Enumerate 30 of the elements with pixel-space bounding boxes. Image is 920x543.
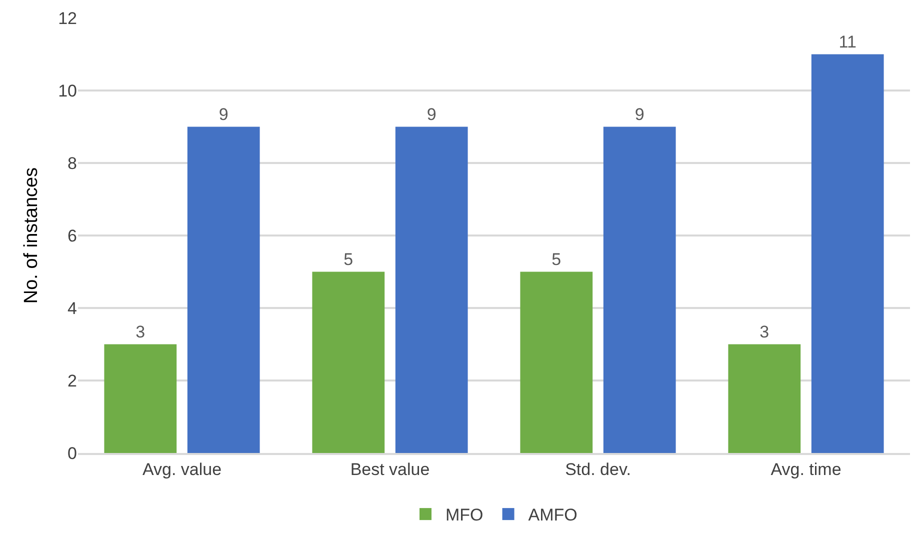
- data-label: 5: [344, 250, 354, 269]
- x-tick-label: Avg. value: [142, 460, 222, 480]
- x-tick-label: Avg. time: [770, 460, 842, 480]
- y-tick-label: 8: [68, 154, 77, 173]
- data-label: 3: [760, 322, 770, 342]
- y-tick-label: 10: [58, 81, 77, 100]
- data-label: 11: [838, 32, 856, 52]
- data-label: 3: [136, 322, 146, 342]
- bar: [728, 344, 801, 453]
- bar: [395, 126, 468, 453]
- bar: [187, 126, 260, 453]
- x-tick-label: Best value: [350, 460, 430, 480]
- bar: [312, 272, 385, 453]
- data-label: 9: [634, 104, 644, 124]
- bar: [811, 54, 884, 453]
- y-tick-label: 6: [68, 226, 77, 246]
- y-tick-label: 12: [58, 8, 77, 28]
- bar: [603, 126, 676, 453]
- data-label: 9: [426, 104, 436, 124]
- y-tick-label: 4: [68, 298, 77, 318]
- legend-label: AMFO: [528, 506, 578, 525]
- y-tick-label: 2: [68, 371, 77, 390]
- x-tick-label: Std. dev.: [565, 460, 631, 480]
- data-label: 5: [552, 250, 562, 269]
- y-tick-label: 0: [68, 444, 77, 463]
- bar: [104, 344, 177, 453]
- data-label: 9: [218, 104, 228, 124]
- bar: [520, 272, 593, 453]
- y-axis-title: No. of instances: [20, 167, 42, 304]
- legend-label: MFO: [446, 506, 484, 525]
